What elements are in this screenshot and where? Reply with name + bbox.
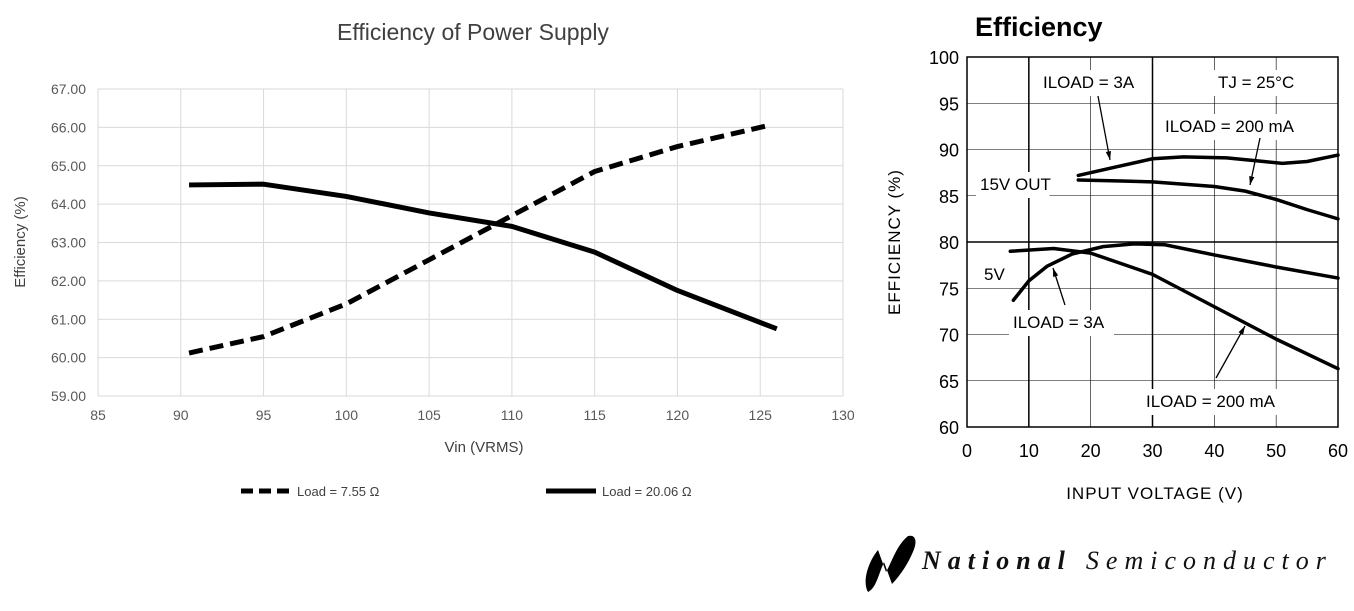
x-tick-label: 95 — [256, 407, 272, 423]
y-tick-label: 60 — [939, 418, 959, 438]
y-tick-label: 100 — [929, 48, 959, 68]
y-tick-label: 59.00 — [51, 388, 86, 404]
annotation-iload-3a-bottom: ILOAD = 3A — [1013, 313, 1105, 332]
x-tick-label: 125 — [749, 407, 773, 423]
y-tick-label: 65.00 — [51, 158, 86, 174]
x-tick-label: 115 — [584, 407, 607, 423]
efficiency-curve — [1076, 178, 1340, 221]
legend-label: Load = 7.55 Ω — [297, 484, 380, 499]
y-tick-label: 85 — [939, 187, 959, 207]
x-axis-label: Vin (VRMS) — [445, 439, 524, 456]
x-tick-label: 120 — [666, 407, 690, 423]
annotation-tj: TJ = 25°C — [1218, 73, 1294, 92]
national-logo-icon — [865, 535, 916, 592]
y-tick-label: 75 — [939, 279, 959, 299]
arrowhead — [1238, 326, 1245, 335]
efficiency-curve — [1011, 242, 1340, 303]
chart-title: Efficiency of Power Supply — [337, 19, 609, 45]
y-tick-label: 95 — [939, 94, 959, 114]
x-tick-label: 105 — [417, 407, 441, 423]
arrowhead — [1053, 268, 1059, 277]
y-tick-label: 66.00 — [51, 119, 86, 135]
x-tick-label: 20 — [1081, 441, 1101, 461]
arrowhead — [1249, 176, 1255, 185]
efficiency-curve — [1008, 246, 1340, 371]
annotation-iload-3a-top: ILOAD = 3A — [1043, 73, 1135, 92]
x-tick-label: 130 — [831, 407, 855, 423]
y-tick-label: 67.00 — [51, 81, 86, 97]
annotation-5v: 5V — [984, 265, 1005, 284]
annotation-15v-out-bg — [976, 172, 1050, 198]
y-axis-label: EFFICIENCY (%) — [885, 169, 904, 315]
y-tick-label: 70 — [939, 326, 959, 346]
plot-border — [966, 56, 1339, 428]
x-tick-label: 40 — [1204, 441, 1224, 461]
x-axis-label: INPUT VOLTAGE (V) — [1066, 484, 1244, 503]
arrowhead — [1105, 151, 1112, 160]
annotation-iload-3a-top-bg — [1039, 70, 1144, 96]
legend-label: Load = 20.06 Ω — [602, 484, 692, 499]
efficiency-curve — [1076, 153, 1340, 178]
y-tick-label: 90 — [939, 141, 959, 161]
annotation-15v-out: 15V OUT — [980, 175, 1051, 194]
y-tick-label: 65 — [939, 372, 959, 392]
y-tick-label: 64.00 — [51, 196, 86, 212]
y-axis-label: Efficiency (%) — [12, 196, 29, 287]
x-tick-label: 100 — [335, 407, 359, 423]
national-semiconductor-logo: National Semiconductor — [862, 532, 1342, 596]
datasheet-title: Efficiency — [975, 12, 1103, 42]
annotation-iload-200ma-bottom-bg — [1142, 389, 1289, 415]
annotation-iload-3a-bottom-bg — [1009, 310, 1114, 336]
x-tick-label: 10 — [1019, 441, 1039, 461]
x-tick-label: 90 — [173, 407, 189, 423]
x-tick-label: 85 — [90, 407, 106, 423]
series-line-solid — [189, 181, 778, 332]
x-tick-label: 30 — [1142, 441, 1162, 461]
annotation-iload-200ma-top: ILOAD = 200 mA — [1165, 117, 1295, 136]
annotation-tj-bg — [1214, 70, 1309, 96]
x-tick-label: 60 — [1328, 441, 1348, 461]
x-tick-label: 110 — [501, 407, 524, 423]
annotation-arrow — [1215, 325, 1246, 379]
x-tick-label: 0 — [962, 441, 972, 461]
logo-wordmark: National Semiconductor — [922, 546, 1333, 575]
y-tick-label: 62.00 — [51, 273, 86, 289]
y-tick-label: 63.00 — [51, 235, 86, 251]
annotation-iload-200ma-top-bg — [1161, 114, 1308, 140]
annotation-arrow — [1097, 95, 1111, 161]
y-tick-label: 80 — [939, 233, 959, 253]
annotation-5v-bg — [980, 262, 1001, 288]
y-tick-label: 61.00 — [51, 311, 86, 327]
x-tick-label: 50 — [1266, 441, 1286, 461]
annotation-iload-200ma-bottom: ILOAD = 200 mA — [1146, 392, 1276, 411]
series-line-dashed — [188, 123, 770, 356]
y-tick-label: 60.00 — [51, 350, 86, 366]
